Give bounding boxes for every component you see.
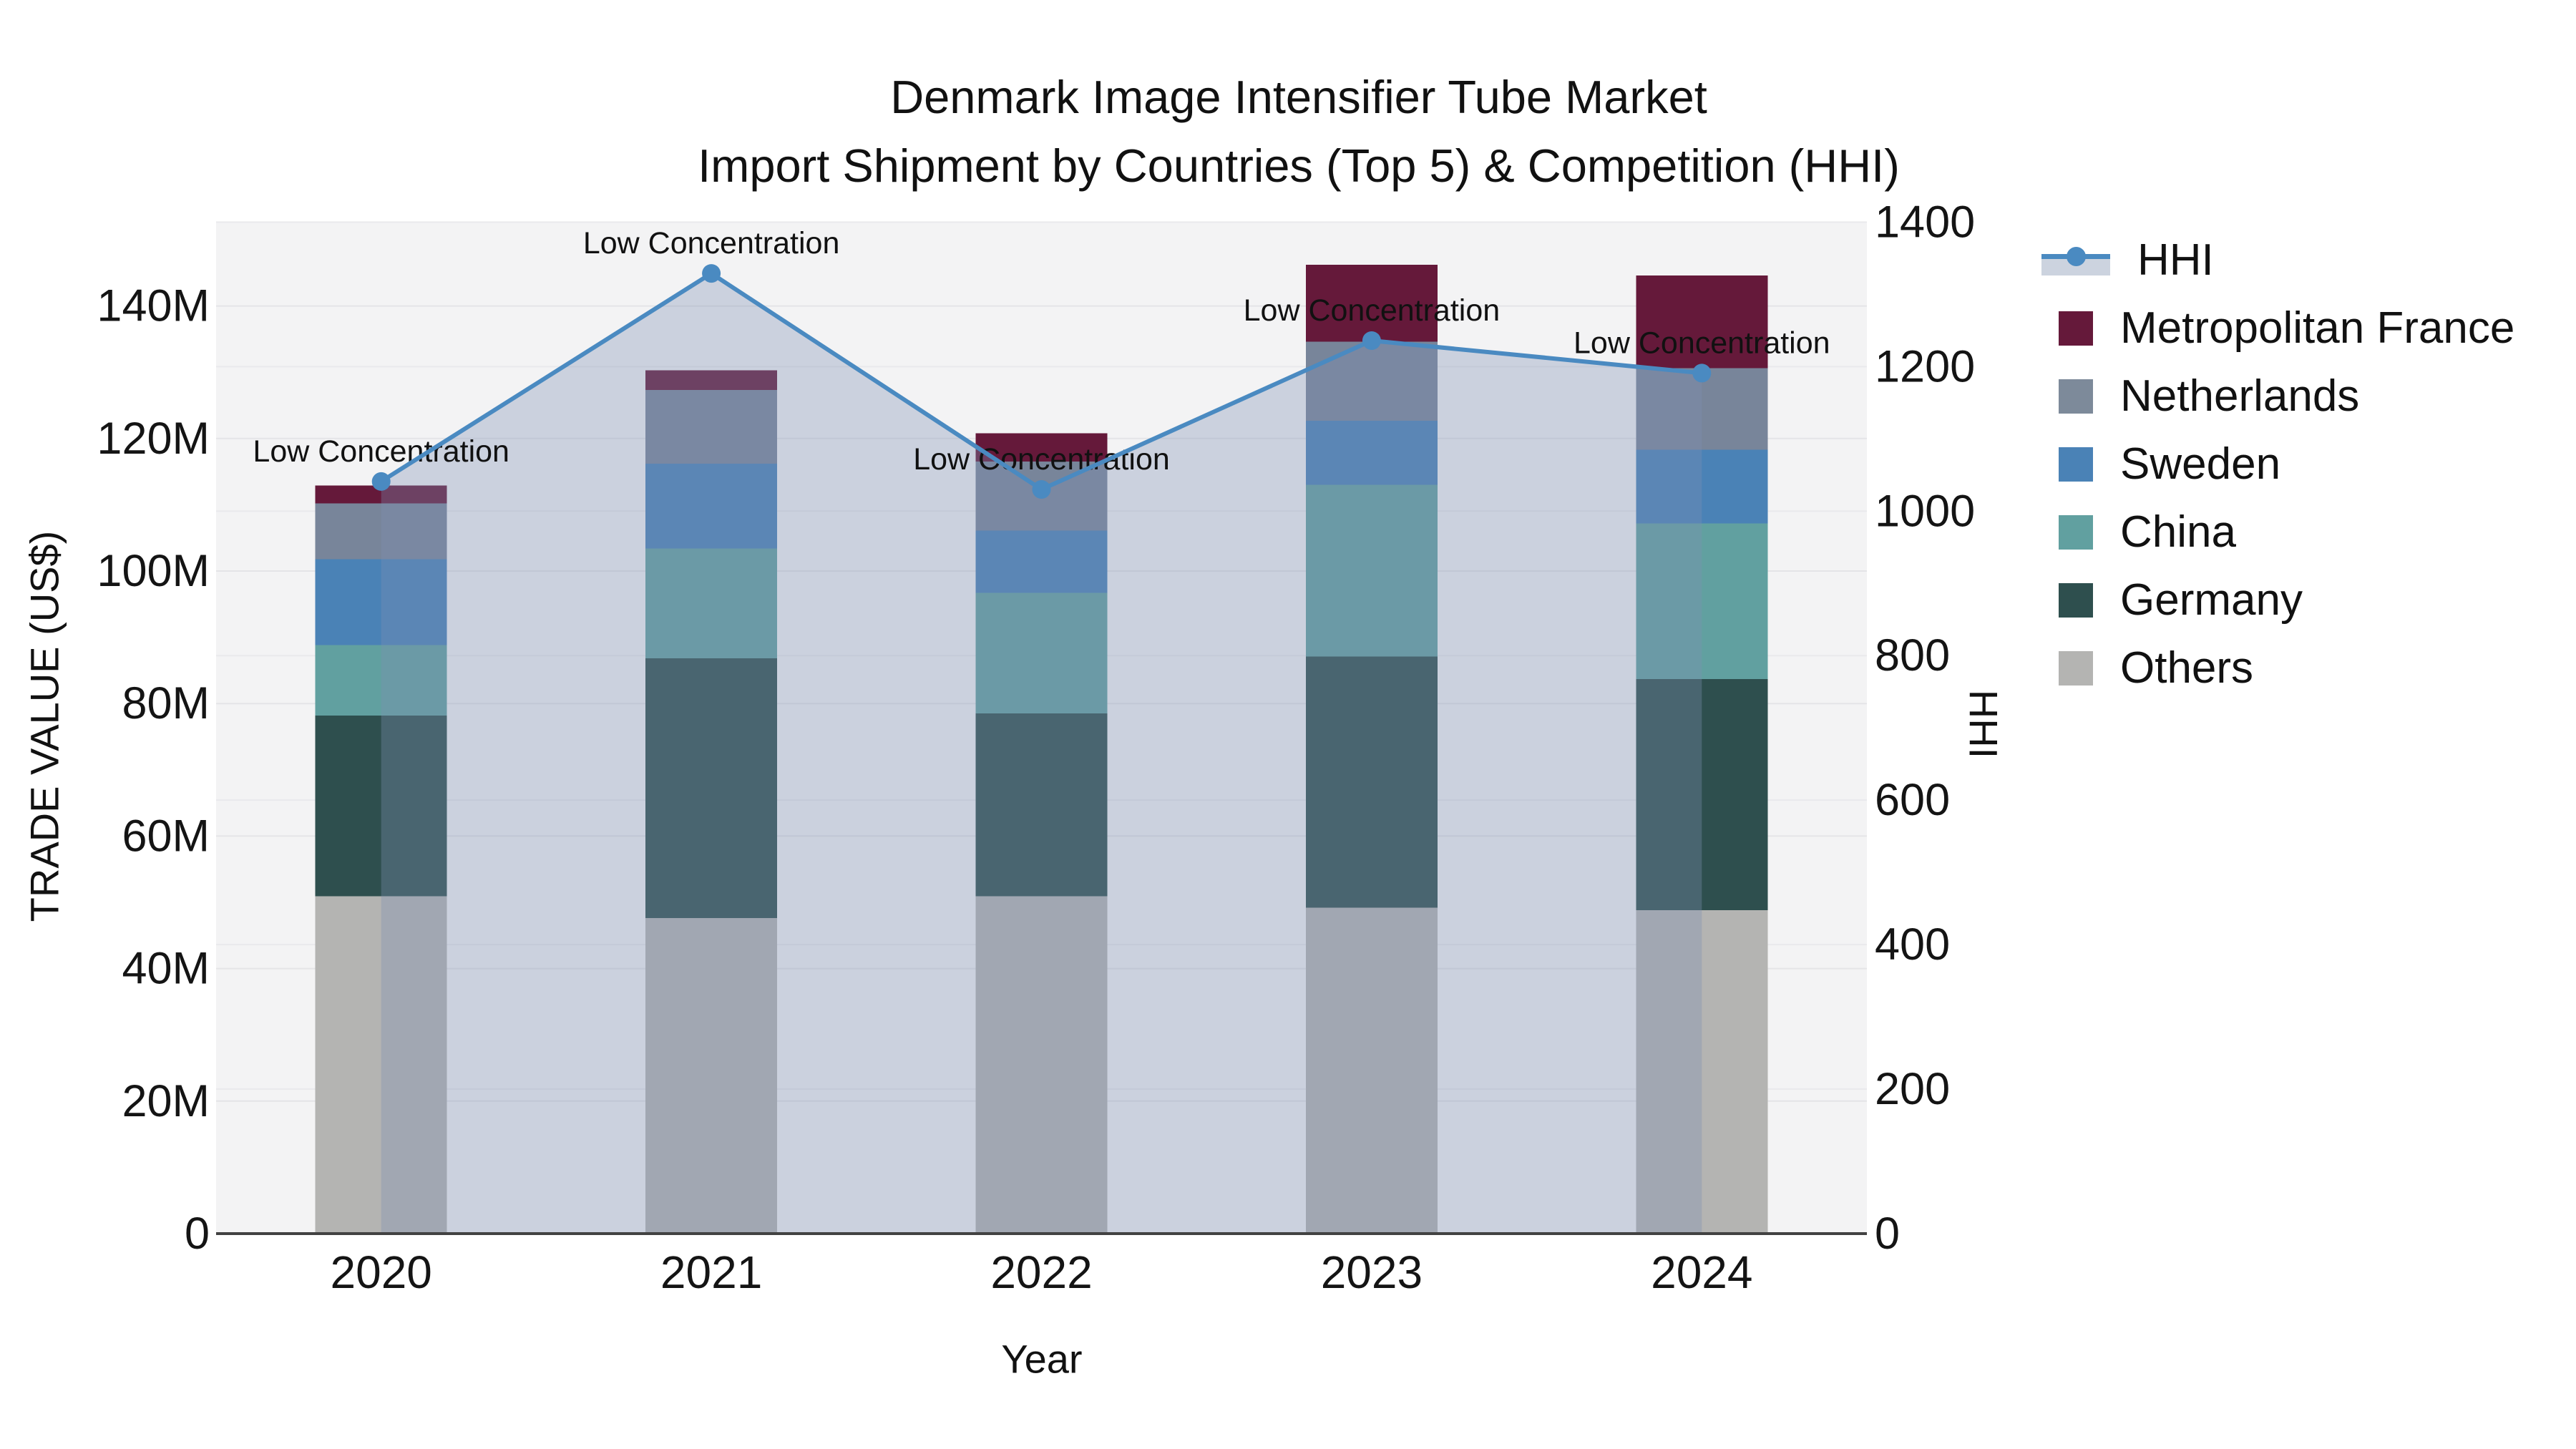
x-tick-label: 2023 xyxy=(1321,1246,1423,1298)
legend-item-label: Metropolitan France xyxy=(2120,303,2515,353)
y-right-tick-label: 200 xyxy=(1875,1064,1950,1114)
bar-segment-china xyxy=(645,548,778,659)
legend-swatch-part xyxy=(2067,246,2086,266)
hhi-marker xyxy=(1692,364,1712,383)
y-left-tick-label: 60M xyxy=(122,811,210,861)
y-left-tick-label: 120M xyxy=(97,414,210,464)
y-left-tick-label: 20M xyxy=(122,1076,210,1126)
hhi-area-fill xyxy=(381,273,1702,1234)
bar-segment-china xyxy=(1636,523,1768,679)
y-right-tick-label: 800 xyxy=(1875,630,1950,680)
x-tick-label: 2020 xyxy=(331,1246,432,1298)
bar-segment-netherlands xyxy=(645,390,778,464)
bar-segment-china xyxy=(1305,484,1438,657)
bar-segment-metropolitan-france xyxy=(975,433,1108,462)
chart-title-line2: Import Shipment by Countries (Top 5) & C… xyxy=(698,140,1900,192)
bar-segment-germany xyxy=(1305,656,1438,908)
x-tick-label: 2024 xyxy=(1651,1246,1752,1298)
bar-segment-sweden xyxy=(315,559,447,645)
y-right-tick-label: 1000 xyxy=(1875,486,1975,536)
y-right-tick-label: 0 xyxy=(1875,1209,1900,1259)
bar-segment-netherlands xyxy=(315,503,447,560)
x-tick-label: 2022 xyxy=(990,1246,1092,1298)
bar-segment-sweden xyxy=(645,463,778,549)
y-left-tick-label: 40M xyxy=(122,944,210,994)
chart-title-line1: Denmark Image Intensifier Tube Market xyxy=(890,71,1707,123)
legend-color-swatch xyxy=(2059,447,2093,482)
bar-segment-netherlands xyxy=(1305,341,1438,421)
legend-color-swatch xyxy=(2059,379,2093,414)
bar-segment-others xyxy=(975,896,1108,1234)
legend-color-swatch xyxy=(2059,311,2093,346)
y-right-axis-title: HHI xyxy=(1961,689,2006,759)
annotation-low-concentration: Low Concentration xyxy=(583,226,840,260)
bar-segment-germany xyxy=(1636,678,1768,911)
x-axis-title: Year xyxy=(1001,1336,1083,1382)
bar-segment-sweden xyxy=(1636,449,1768,524)
y-right-tick-label: 1400 xyxy=(1875,197,1975,247)
bar-segment-germany xyxy=(645,658,778,919)
bar-segment-metropolitan-france xyxy=(1636,275,1768,369)
annotation-low-concentration: Low Concentration xyxy=(1244,293,1501,328)
y-left-tick-label: 80M xyxy=(122,678,210,728)
legend-item-label: Netherlands xyxy=(2120,371,2360,421)
bar-segment-china xyxy=(315,645,447,716)
y-right-tick-label: 400 xyxy=(1875,919,1950,970)
legend-color-swatch xyxy=(2059,650,2093,686)
hhi-marker xyxy=(371,472,391,491)
legend-item-label: HHI xyxy=(2137,235,2214,285)
bar-segment-china xyxy=(975,592,1108,714)
legend-item-label: Sweden xyxy=(2120,439,2281,489)
legend-item-label: Others xyxy=(2120,643,2254,693)
legend-item-netherlands: Netherlands xyxy=(2041,362,2514,430)
x-tick-label: 2021 xyxy=(660,1246,762,1298)
bar-segment-others xyxy=(1636,910,1768,1234)
legend: HHI Metropolitan France Netherlands Sweden C… xyxy=(2041,226,2514,702)
y-left-tick-label: 0 xyxy=(185,1209,210,1259)
annotation-low-concentration: Low Concentration xyxy=(1574,326,1830,360)
legend-item-others: Others xyxy=(2041,634,2514,702)
legend-hhi-line-swatch xyxy=(2041,238,2110,283)
bar-segment-others xyxy=(1305,907,1438,1234)
legend-item-metropolitan-france: Metropolitan France xyxy=(2041,294,2514,362)
bar-segment-germany xyxy=(315,715,447,897)
legend-item-sweden: Sweden xyxy=(2041,430,2514,498)
y-right-tick-label: 1200 xyxy=(1875,341,1975,391)
bar-segment-metropolitan-france xyxy=(645,370,778,391)
hhi-marker xyxy=(1032,479,1051,499)
chart-title: Denmark Image Intensifier Tube Market Im… xyxy=(0,63,2576,200)
legend-item-label: Germany xyxy=(2120,575,2303,625)
annotation-low-concentration: Low Concentration xyxy=(253,434,509,469)
bar-segment-metropolitan-france xyxy=(1305,265,1438,342)
y-left-tick-label: 100M xyxy=(97,546,210,596)
y-left-axis-title: TRADE VALUE (US$) xyxy=(21,530,67,922)
legend-item-hhi: HHI xyxy=(2041,226,2514,294)
bar-segment-others xyxy=(315,896,447,1234)
hhi-marker xyxy=(702,264,721,283)
bar-segment-sweden xyxy=(1305,420,1438,485)
y-left-tick-label: 140M xyxy=(97,281,210,331)
annotation-low-concentration: Low Concentration xyxy=(913,442,1170,477)
legend-item-china: China xyxy=(2041,498,2514,566)
hhi-marker xyxy=(1362,331,1381,350)
bar-segment-sweden xyxy=(975,530,1108,593)
y-right-tick-label: 600 xyxy=(1875,775,1950,825)
legend-item-label: China xyxy=(2120,507,2236,557)
bar-segment-others xyxy=(645,918,778,1234)
legend-item-germany: Germany xyxy=(2041,566,2514,634)
bar-segment-germany xyxy=(975,713,1108,897)
legend-color-swatch xyxy=(2059,582,2093,618)
legend-color-swatch xyxy=(2059,514,2093,550)
